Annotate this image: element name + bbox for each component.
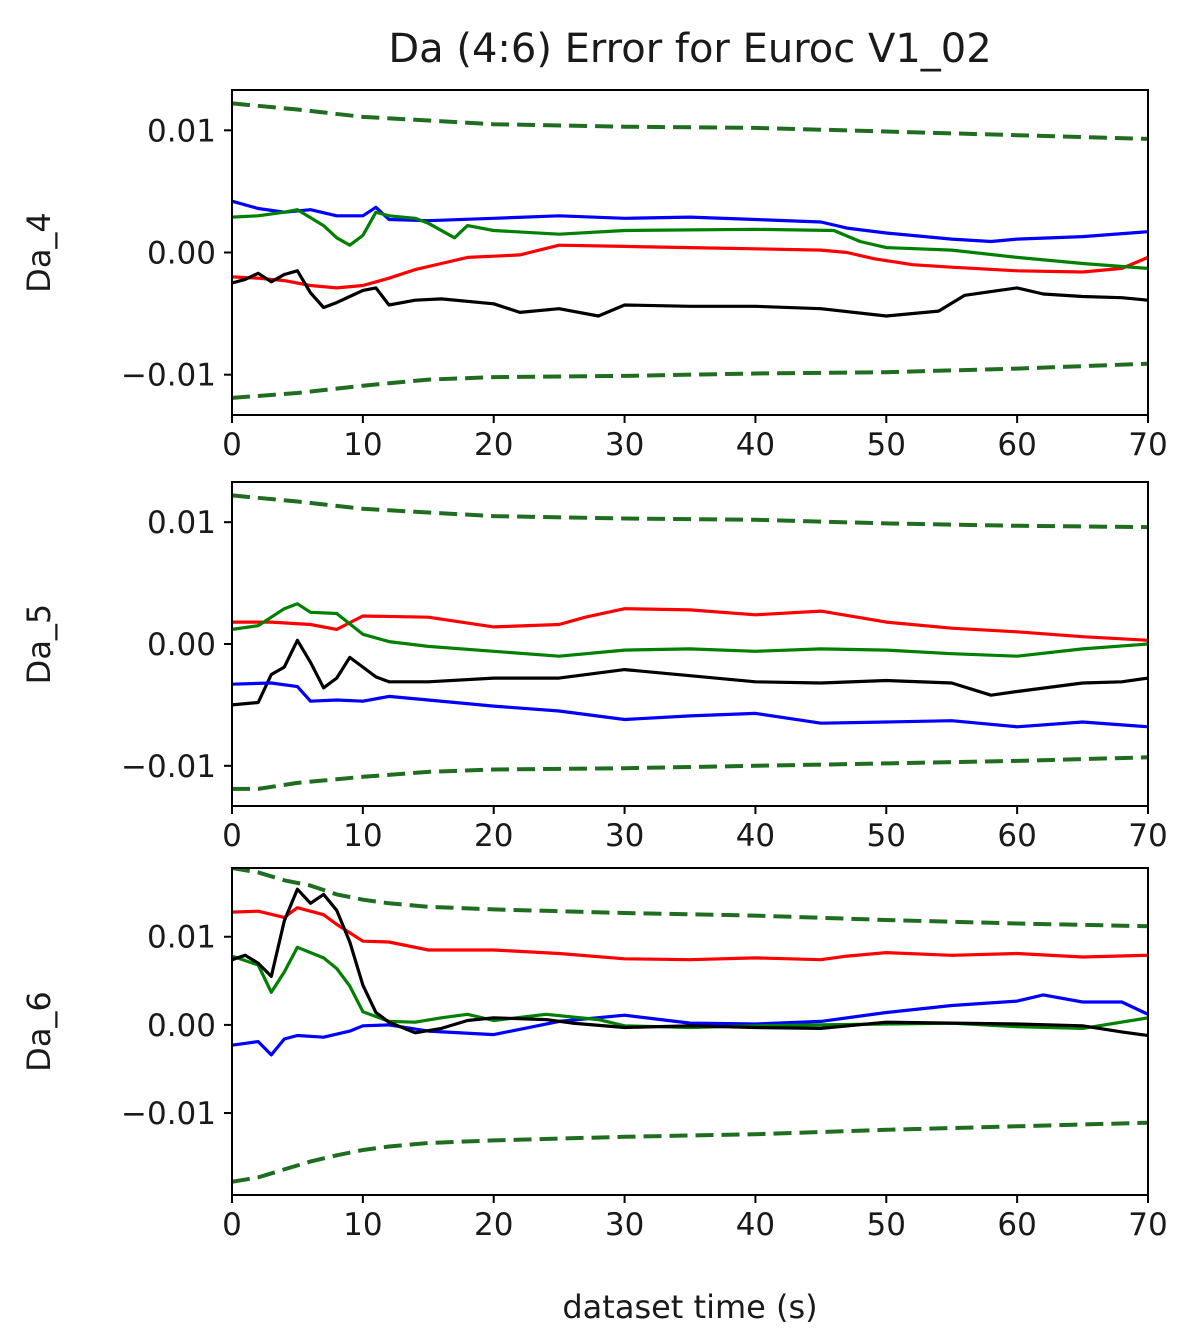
y-axis-label: Da_6: [20, 991, 58, 1072]
x-tick-label: 60: [997, 1207, 1036, 1243]
x-tick-label: 20: [474, 1207, 513, 1243]
y-tick-label: 0.01: [147, 113, 216, 149]
y-tick-label: −0.01: [121, 749, 216, 785]
x-tick-label: 40: [736, 427, 775, 463]
bound-line-2-5: [232, 755, 1148, 791]
x-tick-label: 10: [343, 818, 382, 854]
x-tick-label: 50: [867, 818, 906, 854]
x-tick-label: 50: [867, 1207, 906, 1243]
green-line-2-1: [232, 602, 1148, 658]
x-tick-label: 0: [222, 427, 242, 463]
x-tick-label: 0: [222, 818, 242, 854]
y-axis-label: Da_5: [20, 604, 58, 685]
y-tick-label: 0.00: [147, 1008, 216, 1044]
y-tick-label: 0.01: [147, 920, 216, 956]
y-tick-label: 0.00: [147, 627, 216, 663]
y-tick-label: −0.01: [121, 1096, 216, 1132]
black-line-1-3: [232, 269, 1148, 318]
x-tick-label: 70: [1128, 1207, 1167, 1243]
x-axis-label: dataset time (s): [562, 1288, 817, 1326]
panel-3: 0 10 20 30 40 50 60 70 −0.01 0.00 0.01 Da_6: [20, 867, 1168, 1243]
panels: 0 10 20 30 40 50 60 70 −0.01 0.00 0.01 Da_4 0 10 20 30 4…: [20, 89, 1168, 1243]
x-tick-label: 40: [736, 1207, 775, 1243]
bound-line-2-4: [232, 493, 1148, 530]
bound-line-3-4: [232, 868, 1148, 929]
x-tick-label: 10: [343, 427, 382, 463]
x-tick-label: 10: [343, 1207, 382, 1243]
red-line-1-0: [232, 243, 1148, 290]
chart-title: Da (4:6) Error for Euroc V1_02: [388, 26, 991, 72]
red-line-3-0: [232, 906, 1148, 962]
x-tick-label: 30: [605, 1207, 644, 1243]
bound-line-3-5: [232, 1120, 1148, 1184]
x-tick-label: 30: [605, 818, 644, 854]
green-line-1-2: [232, 208, 1148, 270]
x-tick-label: 70: [1128, 427, 1167, 463]
axes-frame: [231, 867, 1149, 1196]
y-tick-label: 0.01: [147, 505, 216, 541]
panel-1: 0 10 20 30 40 50 60 70 −0.01 0.00 0.01 Da_4: [20, 89, 1168, 463]
x-tick-label: 50: [867, 427, 906, 463]
blue-line-1-1: [232, 199, 1148, 244]
x-tick-label: 60: [997, 818, 1036, 854]
x-tick-label: 20: [474, 427, 513, 463]
y-tick-label: −0.01: [121, 358, 216, 394]
plot-area: [232, 493, 1148, 791]
x-tick-label: 60: [997, 427, 1036, 463]
x-tick-label: 40: [736, 818, 775, 854]
y-axis-label: Da_4: [20, 212, 58, 293]
x-tick-label: 30: [605, 427, 644, 463]
black-line-3-3: [232, 887, 1148, 1038]
bound-line-1-4: [232, 101, 1148, 141]
blue-line-2-3: [232, 681, 1148, 729]
red-line-2-0: [232, 607, 1148, 642]
y-tick-label: 0.00: [147, 236, 216, 272]
x-tick-label: 0: [222, 1207, 242, 1243]
x-tick-label: 70: [1128, 818, 1167, 854]
plot-area: [232, 101, 1148, 400]
x-tick-label: 20: [474, 818, 513, 854]
black-line-2-2: [232, 638, 1148, 707]
plot-area: [232, 868, 1148, 1184]
panel-2: 0 10 20 30 40 50 60 70 −0.01 0.00 0.01 Da_5: [20, 481, 1168, 854]
bound-line-1-5: [232, 361, 1148, 400]
